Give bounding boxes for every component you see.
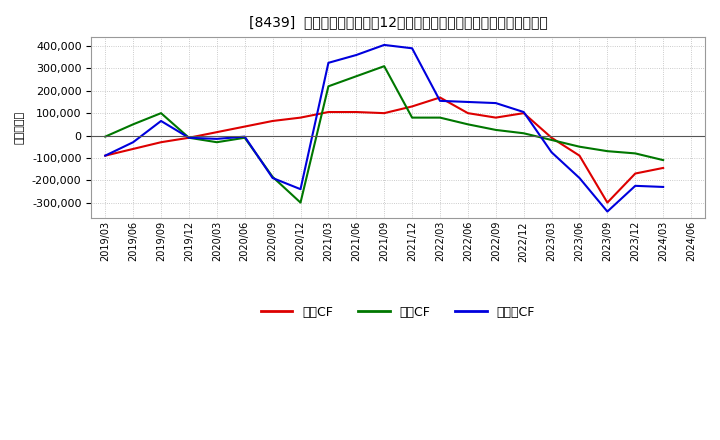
フリーCF [464,99,472,105]
フリーCF [157,118,166,124]
投資CF [101,134,109,139]
営業CF [519,110,528,116]
フリーCF [129,139,138,145]
営業CF [101,153,109,158]
投資CF [547,137,556,143]
Y-axis label: （百万円）: （百万円） [15,111,25,144]
投資CF [380,63,389,69]
フリーCF [631,183,639,188]
営業CF [352,110,361,115]
投資CF [296,200,305,205]
Line: フリーCF: フリーCF [105,45,663,212]
Legend: 営業CF, 投資CF, フリーCF: 営業CF, 投資CF, フリーCF [256,301,540,323]
営業CF [547,135,556,140]
投資CF [129,122,138,127]
フリーCF [380,42,389,48]
営業CF [464,110,472,116]
営業CF [324,110,333,115]
投資CF [212,139,221,145]
Line: 投資CF: 投資CF [105,66,663,202]
投資CF [352,73,361,79]
営業CF [575,153,584,158]
営業CF [603,200,612,205]
フリーCF [240,134,249,139]
Title: [8439]  キャッシュフローの12か月移動合計の対前年同期増減額の推移: [8439] キャッシュフローの12か月移動合計の対前年同期増減額の推移 [249,15,547,29]
投資CF [436,115,444,120]
投資CF [157,110,166,116]
営業CF [296,115,305,120]
投資CF [240,135,249,140]
フリーCF [436,98,444,103]
フリーCF [101,153,109,158]
営業CF [492,115,500,120]
フリーCF [408,46,416,51]
フリーCF [352,52,361,58]
フリーCF [659,184,667,190]
営業CF [212,129,221,135]
フリーCF [603,209,612,214]
投資CF [269,174,277,180]
投資CF [464,122,472,127]
営業CF [184,135,193,140]
フリーCF [547,150,556,155]
営業CF [380,110,389,116]
投資CF [631,151,639,156]
フリーCF [212,136,221,142]
投資CF [519,131,528,136]
投資CF [492,127,500,132]
営業CF [129,146,138,151]
営業CF [659,165,667,171]
投資CF [324,84,333,89]
投資CF [408,115,416,120]
投資CF [659,158,667,163]
投資CF [603,149,612,154]
フリーCF [184,135,193,140]
投資CF [575,144,584,149]
フリーCF [269,176,277,181]
Line: 営業CF: 営業CF [105,98,663,202]
投資CF [184,135,193,140]
営業CF [436,95,444,100]
営業CF [240,124,249,129]
営業CF [631,171,639,176]
フリーCF [575,176,584,181]
フリーCF [324,60,333,66]
営業CF [408,104,416,109]
フリーCF [296,187,305,192]
営業CF [157,139,166,145]
フリーCF [519,110,528,115]
フリーCF [492,100,500,106]
営業CF [269,118,277,124]
